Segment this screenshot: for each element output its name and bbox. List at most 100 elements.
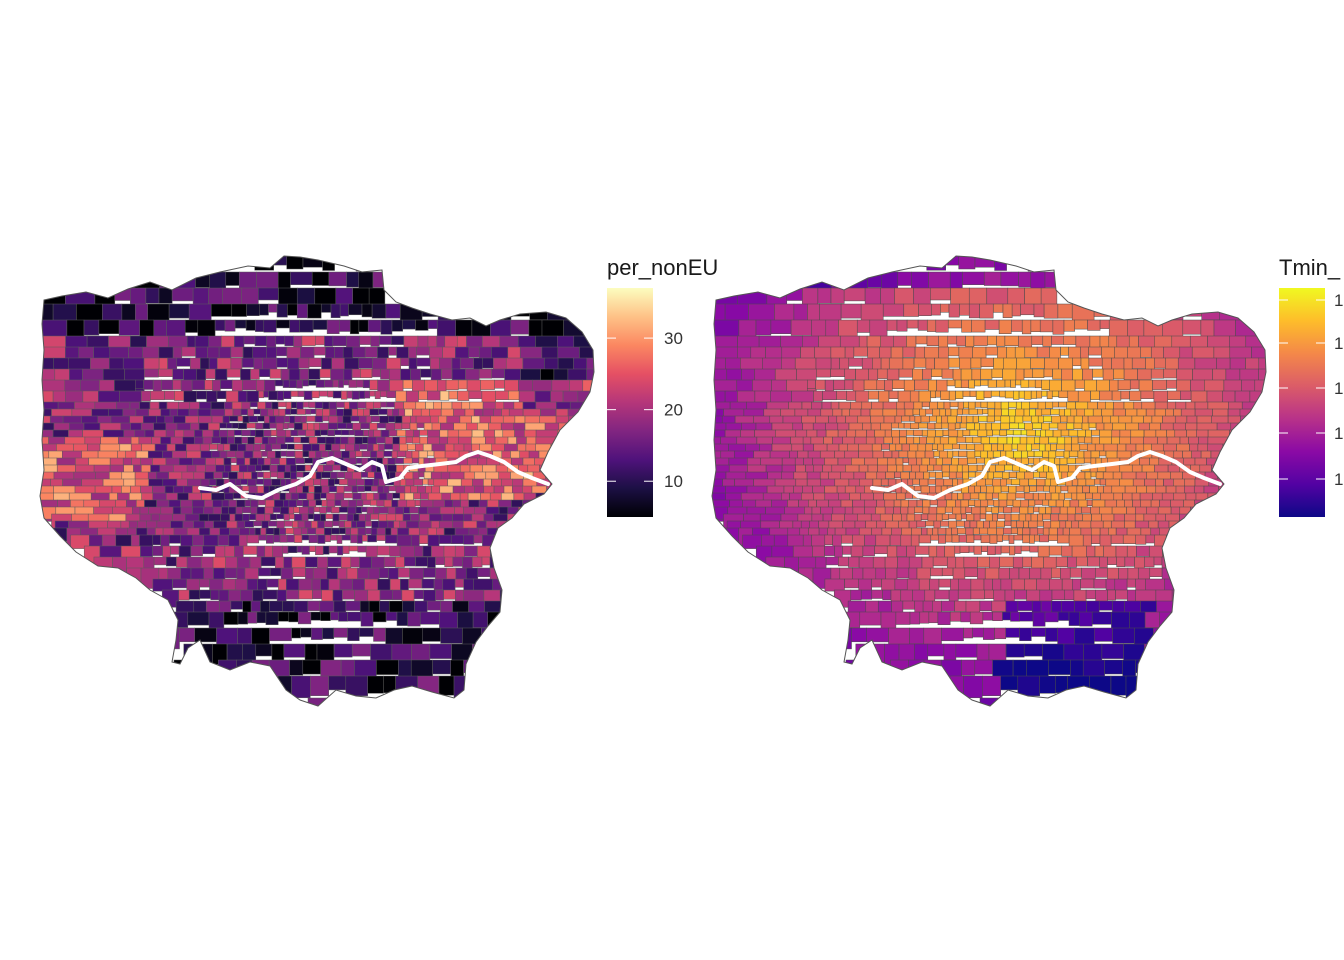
area-unit — [427, 534, 440, 547]
area-unit — [172, 368, 184, 380]
area-unit — [296, 408, 306, 415]
area-unit — [394, 401, 404, 410]
area-unit — [1024, 471, 1034, 481]
area-unit — [1093, 578, 1107, 589]
area-unit — [459, 357, 474, 369]
area-unit — [308, 499, 317, 507]
area-unit — [1010, 527, 1018, 535]
area-unit — [376, 534, 386, 541]
area-unit — [1102, 368, 1114, 382]
area-unit — [1076, 485, 1083, 495]
area-unit — [973, 513, 981, 522]
area-unit — [952, 443, 960, 450]
area-unit — [271, 443, 281, 450]
area-unit — [962, 429, 971, 436]
area-unit — [996, 534, 1003, 543]
area-unit — [293, 527, 302, 536]
area-unit — [277, 611, 290, 622]
area-unit — [958, 256, 976, 270]
area-unit — [438, 534, 452, 544]
area-unit — [1099, 534, 1112, 547]
area-unit — [230, 357, 243, 370]
area-unit — [423, 567, 436, 578]
area-unit — [440, 627, 463, 644]
area-unit — [962, 408, 970, 415]
area-unit — [144, 368, 159, 378]
area-unit — [973, 534, 982, 541]
area-unit — [237, 415, 244, 422]
area-unit — [1028, 379, 1036, 388]
area-unit — [236, 659, 253, 679]
area-unit — [305, 429, 316, 437]
area-unit — [911, 464, 921, 473]
area-unit — [276, 429, 287, 437]
area-unit — [307, 697, 327, 706]
area-unit — [268, 303, 278, 313]
area-unit — [361, 471, 369, 478]
area-unit — [300, 415, 307, 423]
area-unit — [913, 436, 920, 444]
area-unit — [370, 450, 377, 458]
area-unit — [1012, 499, 1022, 508]
area-unit — [285, 492, 292, 500]
area-unit — [1008, 401, 1017, 408]
area-unit — [1111, 357, 1125, 370]
area-unit — [1213, 319, 1236, 337]
area-unit — [264, 545, 273, 559]
area-unit — [894, 415, 902, 424]
area-unit — [1022, 527, 1031, 536]
area-unit — [1205, 287, 1227, 316]
area-unit — [974, 659, 993, 675]
area-unit — [365, 545, 378, 558]
area-unit — [976, 464, 984, 472]
area-unit — [308, 436, 318, 445]
area-unit — [385, 422, 396, 432]
area-unit — [1092, 492, 1101, 500]
area-unit — [308, 401, 316, 408]
area-unit — [867, 346, 880, 360]
area-unit — [330, 303, 341, 318]
area-unit — [971, 506, 981, 515]
area-unit — [275, 335, 286, 345]
area-unit — [803, 271, 832, 291]
area-unit — [974, 256, 995, 268]
area-unit — [351, 368, 361, 378]
area-unit — [346, 567, 358, 580]
area-unit — [959, 545, 970, 553]
area-unit — [1068, 450, 1079, 458]
area-unit — [979, 527, 989, 535]
area-unit — [1036, 346, 1050, 358]
area-unit — [1070, 659, 1084, 677]
area-unit — [443, 589, 456, 600]
area-unit — [1028, 499, 1036, 507]
area-unit — [332, 390, 342, 399]
area-unit — [237, 390, 248, 404]
area-unit — [69, 368, 83, 382]
area-unit — [1066, 401, 1076, 410]
area-unit — [118, 319, 140, 336]
area-unit — [914, 600, 924, 614]
map-tmin — [711, 255, 1267, 707]
area-unit — [1041, 390, 1048, 397]
area-unit — [338, 513, 348, 521]
area-unit — [1033, 303, 1045, 318]
area-unit — [230, 346, 244, 358]
area-unit — [1212, 368, 1227, 382]
area-unit — [169, 534, 181, 544]
area-unit — [242, 513, 250, 522]
area-unit — [959, 443, 967, 450]
area-unit — [1140, 390, 1155, 399]
area-unit — [1023, 643, 1043, 657]
area-unit — [89, 534, 103, 548]
area-unit — [262, 422, 271, 429]
area-unit — [313, 492, 321, 500]
area-unit — [359, 443, 368, 450]
area-unit — [928, 611, 939, 624]
area-unit — [1015, 408, 1025, 417]
area-unit — [285, 527, 294, 535]
area-unit — [1010, 379, 1016, 388]
area-unit — [1011, 319, 1023, 332]
area-unit — [269, 513, 277, 520]
area-unit — [342, 346, 354, 359]
area-unit — [228, 499, 237, 508]
